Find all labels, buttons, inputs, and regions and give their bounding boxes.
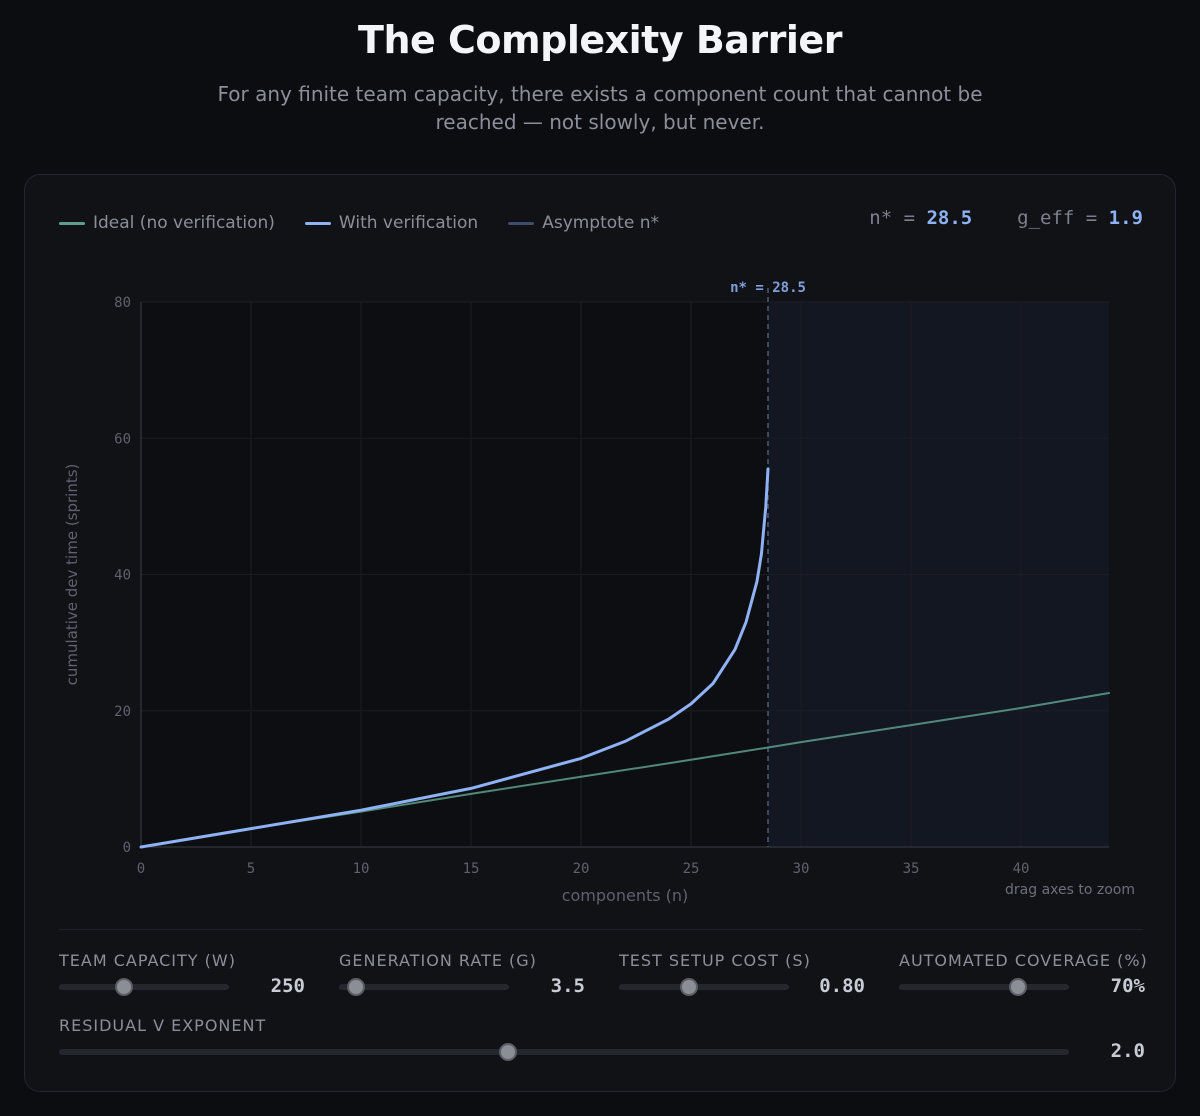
- legend-label-verification: With verification: [338, 213, 479, 233]
- test-setup-cost-value: 0.80: [819, 975, 865, 997]
- x-axis-label: components (n): [562, 886, 689, 905]
- control-label: RESIDUAL V EXPONENT: [59, 1016, 267, 1035]
- y-tick-label: 20: [114, 704, 131, 720]
- team-capacity-slider[interactable]: [59, 978, 229, 996]
- test-setup-cost-slider[interactable]: [619, 978, 789, 996]
- verification-series-line: [139, 467, 770, 849]
- team-capacity-value: 250: [270, 975, 305, 997]
- complexity-chart[interactable]: 0 5 10 15 20 25 30 35 40 0 20 40 60 80 components (n) c…: [25, 175, 1175, 915]
- x-tick-label: 35: [903, 861, 920, 877]
- asymptote-label: n* = 28.5: [730, 280, 806, 296]
- geff-readout-value: 1.9: [1108, 207, 1143, 229]
- x-tick-label: 20: [573, 861, 590, 877]
- control-label: GENERATION RATE (G): [339, 951, 537, 970]
- y-axis-label: cumulative dev time (sprints): [63, 464, 81, 686]
- legend-label-asymptote: Asymptote n*: [542, 213, 659, 233]
- zoom-hint: drag axes to zoom: [1005, 882, 1135, 898]
- legend-item-verification[interactable]: With verification: [304, 213, 479, 233]
- control-team-capacity: TEAM CAPACITY (W) 250: [59, 951, 305, 997]
- legend-swatch-ideal: [59, 221, 85, 225]
- chart-legend: Ideal (no verification) With verificatio…: [59, 213, 659, 233]
- y-tick-label: 60: [114, 431, 131, 447]
- control-test-setup-cost: TEST SETUP COST (S) 0.80: [619, 951, 865, 997]
- geff-readout-label: g_eff =: [1017, 207, 1098, 229]
- y-tick-label: 80: [114, 295, 131, 311]
- legend-item-asymptote[interactable]: Asymptote n*: [508, 213, 659, 233]
- x-tick-label: 15: [463, 861, 480, 877]
- slider-thumb[interactable]: [499, 1043, 518, 1061]
- nstar-readout-label: n* =: [869, 207, 916, 229]
- automated-coverage-slider[interactable]: [899, 978, 1069, 996]
- x-tick-label: 40: [1013, 861, 1030, 877]
- page-subtitle: For any finite team capacity, there exis…: [217, 82, 983, 134]
- page-title: The Complexity Barrier: [358, 18, 842, 62]
- metrics-readout: n* = 28.5 g_eff = 1.9: [869, 207, 1143, 229]
- generation-rate-slider[interactable]: [339, 978, 509, 996]
- slider-thumb[interactable]: [114, 978, 133, 996]
- chart-card: Ideal (no verification) With verificatio…: [24, 174, 1176, 1092]
- automated-coverage-value: 70%: [1110, 975, 1145, 997]
- generation-rate-value: 3.5: [550, 975, 585, 997]
- y-tick-label: 0: [123, 840, 131, 856]
- x-tick-label: 30: [793, 861, 810, 877]
- control-label: AUTOMATED COVERAGE (%): [899, 951, 1148, 970]
- control-label: TEAM CAPACITY (W): [59, 951, 236, 970]
- nstar-readout-value: 28.5: [926, 207, 973, 229]
- control-generation-rate: GENERATION RATE (G) 3.5: [339, 951, 585, 997]
- x-tick-label: 0: [137, 861, 145, 877]
- residual-exponent-value: 2.0: [1110, 1040, 1145, 1062]
- residual-exponent-slider[interactable]: [59, 1043, 1069, 1061]
- controls-divider: [59, 929, 1143, 930]
- x-tick-label: 5: [247, 861, 255, 877]
- y-tick-label: 40: [114, 568, 131, 584]
- x-tick-label: 10: [353, 861, 370, 877]
- legend-swatch-verification: [304, 221, 331, 225]
- control-residual-exponent: RESIDUAL V EXPONENT 2.0: [59, 1016, 1145, 1062]
- legend-item-ideal[interactable]: Ideal (no verification): [59, 213, 275, 233]
- slider-thumb[interactable]: [1009, 978, 1027, 996]
- control-label: TEST SETUP COST (S): [619, 951, 811, 970]
- slider-thumb[interactable]: [347, 978, 365, 996]
- control-automated-coverage: AUTOMATED COVERAGE (%) 70%: [899, 951, 1148, 997]
- legend-swatch-asymptote: [508, 221, 535, 225]
- x-tick-label: 25: [683, 861, 700, 877]
- legend-label-ideal: Ideal (no verification): [93, 213, 275, 233]
- slider-thumb[interactable]: [679, 978, 698, 996]
